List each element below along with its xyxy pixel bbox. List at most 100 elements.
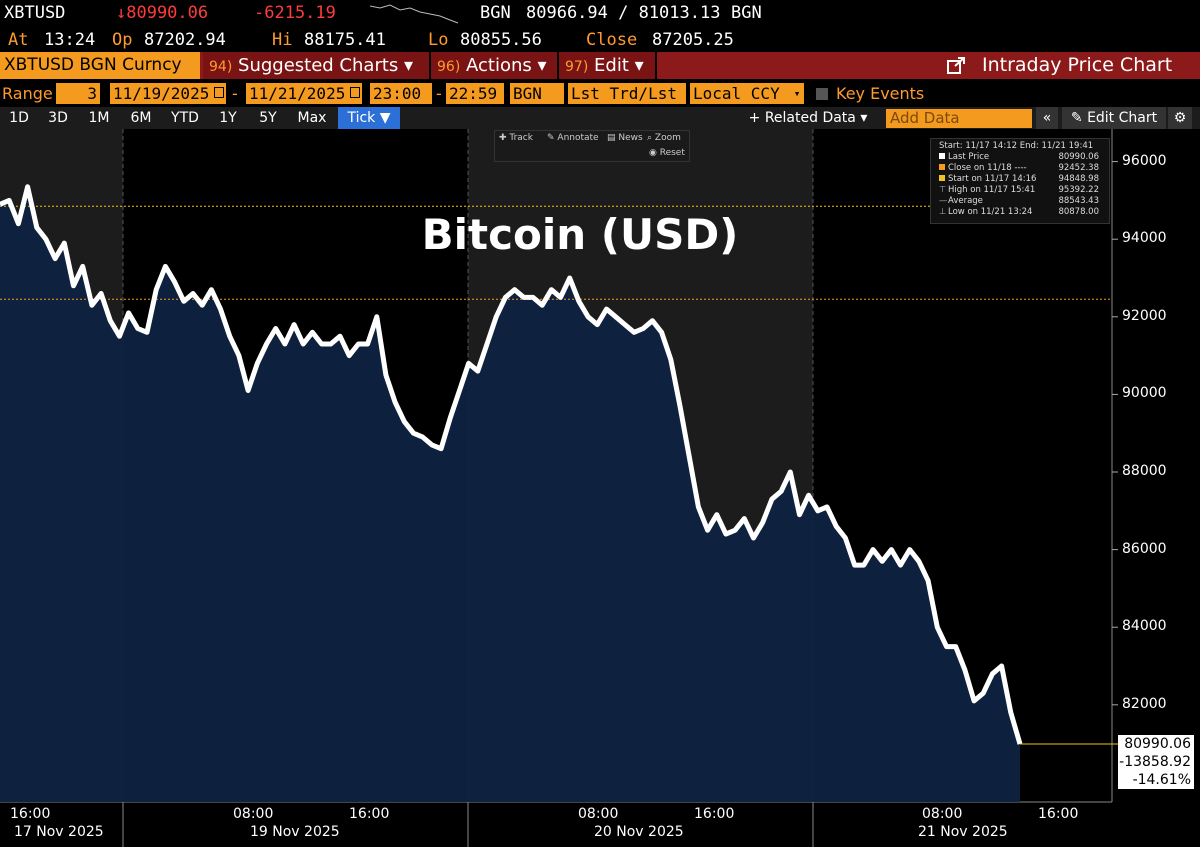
high-label: Hi — [272, 30, 293, 50]
range-bar: Range 3 11/19/2025 - 11/21/2025 23:00 - … — [0, 79, 1200, 124]
reset-label: Reset — [659, 148, 685, 158]
key-events-label: Key Events — [836, 84, 925, 103]
ticker-symbol: XBTUSD — [4, 3, 66, 23]
net-change: -6215.19 — [254, 3, 336, 23]
annotate-label: Annotate — [557, 133, 599, 143]
calendar-icon[interactable] — [214, 87, 224, 98]
legend-value: 88543.43 — [1058, 196, 1099, 206]
low-value: 80855.56 — [460, 30, 542, 50]
legend-value: 80878.00 — [1058, 207, 1099, 217]
zoom-button[interactable]: ⌕ Zoom — [647, 133, 681, 143]
field-selector[interactable]: Lst Trd/Lst P: — [568, 83, 686, 124]
start-date-field[interactable]: 11/19/2025 — [110, 83, 226, 104]
range-label: Range — [2, 84, 53, 103]
tab-6m[interactable]: 6M — [130, 110, 152, 126]
at-time: 13:24 — [44, 30, 96, 50]
y-tick-label: 96000 — [1122, 152, 1167, 169]
end-time-field[interactable]: 22:59 — [446, 83, 504, 104]
x-tick-label: 16:00 — [10, 806, 51, 822]
time-separator: - — [436, 84, 442, 103]
legend-value: 94848.98 — [1058, 174, 1099, 184]
range-days-field[interactable]: 3 — [56, 83, 100, 104]
y-tick-label: 86000 — [1122, 540, 1167, 557]
annotate-button[interactable]: ✎ Annotate — [547, 133, 599, 143]
y-tick-label: 92000 — [1122, 307, 1167, 324]
legend-label: Start on 11/17 14:16 — [948, 174, 1037, 184]
key-events-checkbox[interactable] — [816, 88, 828, 100]
related-data-button[interactable]: + Related Data ▾ — [748, 110, 868, 126]
legend-swatch — [939, 164, 945, 170]
last-change-box: -13858.92 — [1118, 753, 1194, 771]
y-tick-label: 90000 — [1122, 385, 1167, 402]
start-date-value: 11/19/2025 — [113, 84, 210, 103]
legend-swatch — [939, 175, 945, 181]
y-tick-label: 82000 — [1122, 695, 1167, 712]
bid-ask: 80966.94 / 81013.13 — [526, 3, 721, 23]
security-field[interactable]: XBTUSD BGN Curncy — [0, 52, 200, 79]
period-tab-bar: 1D 3D 1M 6M YTD 1Y 5Y Max Tick ▼ + Relat… — [0, 107, 1200, 129]
currency-select[interactable]: Local CCY — [690, 83, 790, 104]
average-marker-icon: — — [939, 196, 948, 206]
edit-button[interactable]: 97) Edit ▾ — [559, 52, 655, 79]
pencil-icon: ✎ — [1070, 110, 1083, 126]
legend-label: High on 11/17 15:41 — [948, 185, 1036, 195]
close-label: Close — [586, 30, 638, 50]
quote-row-secondary: At 13:24 Op 87202.94 Hi 88175.41 Lo 8085… — [0, 28, 1200, 52]
low-label: Lo — [428, 30, 449, 50]
tab-ytd[interactable]: YTD — [171, 110, 199, 126]
actions-button[interactable]: 96) Actions ▾ — [431, 52, 557, 79]
series-line — [0, 184, 1023, 745]
add-data-input[interactable]: Add Data — [886, 109, 1032, 128]
x-tick-label: 08:00 — [922, 806, 963, 822]
x-tick-label: 08:00 — [578, 806, 619, 822]
tab-5y[interactable]: 5Y — [259, 110, 277, 126]
date-separator: - — [232, 84, 238, 103]
chart-toolbar: ✚ Track ✎ Annotate ▤ News ⌕ Zoom ◉ Reset — [494, 130, 690, 162]
y-tick-label: 88000 — [1122, 463, 1167, 479]
open-value: 87202.94 — [144, 30, 226, 50]
reset-button[interactable]: ◉ Reset — [649, 148, 685, 158]
legend-row: Last Price 80990.06 — [939, 152, 1103, 163]
x-tick-label: 16:00 — [349, 806, 390, 822]
edit-number: 97) — [565, 59, 589, 75]
end-date-field[interactable]: 11/21/2025 — [246, 83, 362, 104]
gear-icon[interactable]: ⚙ — [1168, 107, 1192, 129]
menu-bar: XBTUSD BGN Curncy 94) Suggested Charts ▾… — [0, 52, 1200, 79]
calendar-icon[interactable] — [350, 87, 360, 98]
quote-source-2: BGN — [731, 3, 762, 23]
legend-value: 95392.22 — [1058, 185, 1099, 195]
chart-window-title: Intraday Price Chart — [982, 54, 1173, 76]
price-chart[interactable] — [0, 129, 1200, 847]
chart-legend: Start: 11/17 14:12 End: 11/21 19:41 Last… — [930, 138, 1110, 224]
date-label: 21 Nov 2025 — [918, 824, 1008, 840]
suggested-charts-button[interactable]: 94) Suggested Charts ▾ — [203, 52, 429, 79]
legend-swatch — [939, 153, 945, 159]
x-tick-label: 08:00 — [233, 806, 274, 822]
date-label: 19 Nov 2025 — [250, 824, 340, 840]
news-button[interactable]: ▤ News — [607, 133, 643, 143]
legend-value: 80990.06 — [1058, 152, 1099, 162]
edit-chart-button[interactable]: ✎ Edit Chart — [1062, 107, 1166, 129]
legend-row: Start on 11/17 14:16 94848.98 — [939, 174, 1103, 185]
tab-1d[interactable]: 1D — [9, 110, 29, 126]
tab-1m[interactable]: 1M — [88, 110, 110, 126]
menu-divider — [429, 52, 431, 79]
end-date-value: 11/21/2025 — [249, 84, 346, 103]
start-time-field[interactable]: 23:00 — [370, 83, 432, 104]
open-label: Op — [112, 30, 133, 50]
legend-label: Last Price — [948, 152, 990, 162]
source-field[interactable]: BGN — [510, 83, 564, 104]
tab-max[interactable]: Max — [297, 110, 327, 126]
tab-1y[interactable]: 1Y — [219, 110, 237, 126]
date-label: 20 Nov 2025 — [594, 824, 684, 840]
tab-tick[interactable]: Tick ▼ — [338, 107, 400, 129]
high-value: 88175.41 — [304, 30, 386, 50]
tab-3d[interactable]: 3D — [48, 110, 68, 126]
currency-dropdown-icon[interactable]: ▾ — [790, 83, 804, 104]
external-link-icon[interactable] — [946, 56, 966, 76]
news-label: News — [618, 133, 643, 143]
track-button[interactable]: ✚ Track — [499, 133, 533, 143]
collapse-icon[interactable]: « — [1036, 107, 1058, 129]
last-price-box: 80990.06 — [1118, 735, 1194, 753]
legend-label: Average — [948, 196, 983, 206]
